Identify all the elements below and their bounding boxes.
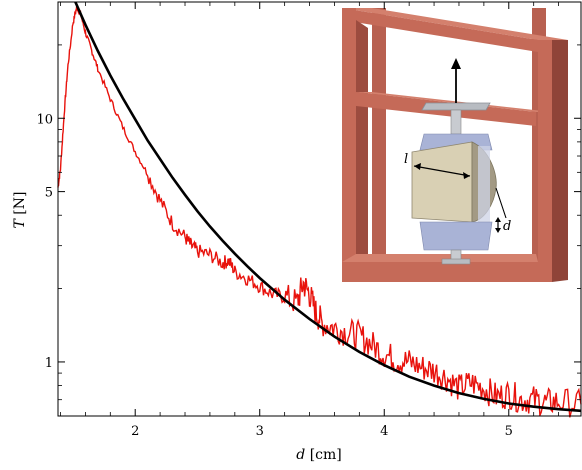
plot-frame [57,1,582,417]
x-axis-var: d [296,447,305,463]
frame-left-post-front [342,8,356,262]
load-plate [421,102,491,111]
frame-right-post-side [552,40,568,282]
y-axis-unit: [N] [12,192,28,215]
y-axis-title: T [N] [12,192,28,229]
frame-back-left-post [372,8,386,262]
inset-label-d: d [503,219,511,234]
ticks-layer: 2 3 4 5 1 5 10 [36,1,581,439]
measured-series-line [57,5,582,418]
displacement-arrow-bottom [495,228,501,233]
displacement-arrow-top [495,217,501,222]
lower-rod [450,249,462,261]
x-tick-label: 4 [380,424,388,439]
fit-series-line [74,1,582,413]
y-axis-var: T [12,217,28,228]
displacement-line [495,187,507,219]
frame-top-beam-front [342,8,538,52]
x-axis-unit: [cm] [310,447,342,463]
x-tick-label: 5 [505,424,513,439]
length-arrow-head-right [463,172,470,179]
lower-clamp [419,221,493,251]
length-arrow [413,165,471,177]
y-tick-label: 10 [36,112,53,127]
x-tick-label: 3 [256,424,264,439]
frame-bottom-beam-inner [342,254,538,262]
sample-block [411,141,473,223]
frame-left-post-inner [356,20,368,262]
apparatus-inset: l d [342,8,568,282]
inset-label-l: l [404,152,408,167]
frame-crossbar-top [356,92,552,112]
length-arrow-head-left [414,163,421,170]
lower-plate [441,258,471,265]
frame-top-beam-top [342,8,568,40]
y-tick-label: 1 [45,356,53,371]
sample-stripes [478,146,490,224]
series-layer [57,1,582,418]
upper-rod [450,109,462,135]
frame-right-post-front [538,40,552,282]
x-axis-title: d [cm] [296,447,341,463]
y-tick-label: 5 [45,186,53,201]
frame-bottom-beam-front [342,262,538,282]
pull-arrow-head [451,58,461,69]
x-tick-label: 2 [131,424,139,439]
